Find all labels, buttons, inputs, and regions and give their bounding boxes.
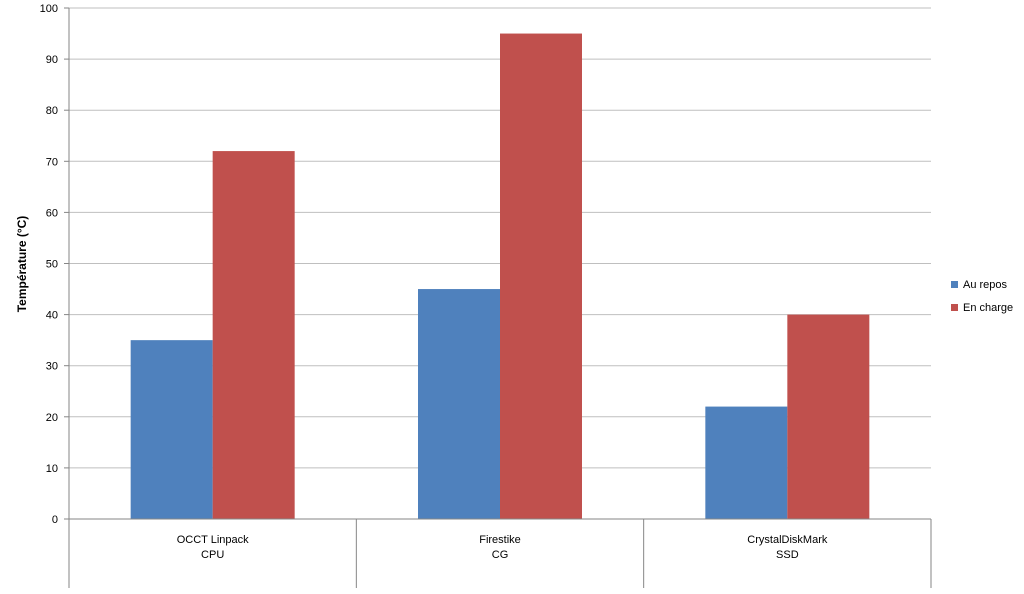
y-tick-label: 30 [46, 361, 58, 373]
y-tick-label: 0 [52, 514, 58, 526]
bar [705, 406, 788, 519]
y-tick-label: 80 [46, 105, 58, 117]
y-tick-label: 70 [46, 156, 58, 168]
y-tick-label: 20 [46, 412, 58, 424]
category-label-line1: Firestike [479, 534, 521, 546]
axes [64, 7, 932, 588]
legend-label: En charge [963, 302, 1013, 314]
y-tick-label: 90 [46, 54, 58, 66]
bar [212, 151, 295, 519]
legend-swatch [951, 281, 958, 288]
bar [500, 33, 582, 520]
bar [418, 289, 500, 519]
category-label-line2: CG [492, 549, 509, 561]
y-axis-title: Température (°C) [15, 216, 29, 313]
y-tick-label: 60 [46, 207, 58, 219]
legend-label: Au repos [963, 279, 1008, 291]
category-label-line2: SSD [776, 549, 799, 561]
y-tick-label: 10 [46, 463, 58, 475]
legend-swatch [951, 304, 958, 311]
category-label-line2: CPU [201, 549, 224, 561]
bar [787, 314, 870, 519]
x-category-labels: OCCT Linpack CPU Firestike CG CrystalDiskMar… [177, 534, 828, 561]
y-tick-label: 100 [40, 3, 58, 15]
y-tick-label: 40 [46, 310, 58, 322]
category-label-line1: OCCT Linpack [177, 534, 249, 546]
category-label-line1: CrystalDiskMark [747, 534, 828, 546]
bar [130, 340, 213, 519]
legend: Au repos En charge [951, 279, 1013, 314]
y-tick-label: 50 [46, 259, 58, 271]
bars [130, 33, 870, 520]
y-tick-labels: 0 10 20 30 40 50 60 70 80 90 100 [40, 3, 58, 526]
